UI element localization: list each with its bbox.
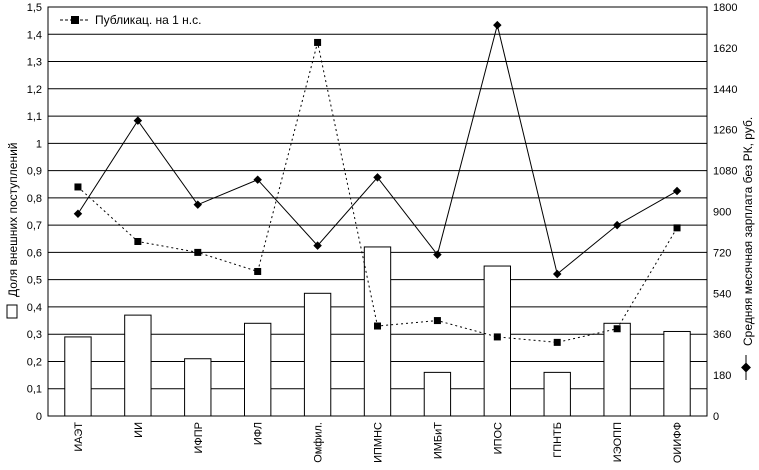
category-label: ИФПР xyxy=(193,422,205,454)
bar xyxy=(184,358,212,417)
salary-point xyxy=(253,175,262,184)
publications-point xyxy=(314,38,322,46)
bar xyxy=(244,322,272,417)
salary-point xyxy=(373,173,382,182)
bar xyxy=(663,330,691,417)
left-tick-label: 0,5 xyxy=(27,275,42,287)
left-tick-label: 1,5 xyxy=(27,2,42,14)
bar-legend-swatch xyxy=(6,304,18,319)
left-axis-title: Доля внешних поступлений xyxy=(6,143,20,297)
category-labels: ИАЭТ ИИ ИФПР ИФЛ Омфил. ИПМНС ИМБиТ ИПОС ГПНТБ ИЭ… xyxy=(73,422,684,463)
salary-point xyxy=(73,209,83,219)
publications-point xyxy=(673,224,681,232)
bar xyxy=(483,265,511,417)
right-tick-label: 1080 xyxy=(713,166,737,178)
line-legend-swatch-marker xyxy=(741,362,751,373)
right-tick-label: 1260 xyxy=(713,125,737,137)
salary-point xyxy=(433,250,442,259)
publications-point xyxy=(74,183,82,191)
left-tick-label: 1 xyxy=(36,138,42,150)
salary-point xyxy=(552,269,562,279)
plot-border xyxy=(47,6,708,417)
bar xyxy=(64,336,92,417)
category-label: ИПОС xyxy=(492,422,504,454)
left-tick-label: 0,3 xyxy=(27,329,42,341)
right-tick-label: 360 xyxy=(713,329,731,341)
right-tick-label: 1800 xyxy=(713,2,737,14)
left-tick-label: 0,9 xyxy=(27,166,42,178)
left-axis-ticks: 0 0,1 0,2 0,3 0,4 0,5 0,6 0,7 0,8 0,9 1 1,1 1,2 1,3 1,… xyxy=(27,2,42,423)
right-axis-title: Средняя месячная зарплата без РК, руб. xyxy=(741,117,755,346)
left-tick-label: 0,6 xyxy=(27,247,42,259)
bar xyxy=(124,314,152,417)
publications-point xyxy=(194,248,202,256)
right-tick-label: 900 xyxy=(713,207,731,219)
category-label: ИЭОПП xyxy=(612,422,624,462)
right-tick-label: 180 xyxy=(713,370,731,382)
left-tick-label: 0 xyxy=(36,411,42,423)
salary-line-series xyxy=(73,20,682,279)
category-label: ИПМНС xyxy=(373,422,385,463)
right-axis-ticks: 0 180 360 540 720 900 1080 1260 1440 1620 1800 xyxy=(713,2,737,423)
publications-point xyxy=(254,267,262,275)
publications-point xyxy=(433,317,441,325)
salary-point xyxy=(672,186,682,196)
right-axis-title-group: Средняя месячная зарплата без РК, руб. xyxy=(741,117,755,380)
right-tick-label: 1440 xyxy=(713,84,737,96)
left-tick-label: 1,1 xyxy=(27,111,42,123)
left-tick-label: 1,2 xyxy=(27,84,42,96)
bar xyxy=(363,246,392,417)
legend-square-marker xyxy=(71,16,79,24)
left-tick-label: 0,8 xyxy=(27,193,42,205)
publications-point xyxy=(493,333,501,341)
category-label: ИФЛ xyxy=(253,422,265,445)
left-tick-label: 1,4 xyxy=(27,29,42,41)
left-tick-label: 1,3 xyxy=(27,57,42,69)
left-tick-label: 0,7 xyxy=(27,220,42,232)
category-label: ОИИФФ xyxy=(672,422,684,463)
salary-point xyxy=(193,200,203,209)
category-label: ИИ xyxy=(133,422,145,438)
bar-series xyxy=(64,246,691,417)
category-label: ГПНТБ xyxy=(552,422,564,458)
right-tick-label: 0 xyxy=(713,411,719,423)
category-label: ИАЭТ xyxy=(73,422,85,452)
left-axis-title-group: Доля внешних поступлений xyxy=(6,143,20,319)
publications-point xyxy=(374,322,381,330)
left-tick-label: 0,4 xyxy=(27,302,42,314)
left-tick-label: 0,1 xyxy=(27,384,42,396)
category-label: ИМБиТ xyxy=(432,422,444,459)
publications-point xyxy=(553,338,561,346)
legend-label: Публикац. на 1 н.с. xyxy=(95,13,201,27)
bar xyxy=(303,292,332,417)
plot-frame xyxy=(47,6,708,417)
publications-point xyxy=(134,237,142,245)
right-tick-label: 720 xyxy=(713,247,731,259)
bar xyxy=(603,322,631,417)
salary-point xyxy=(493,20,502,30)
right-tick-label: 1620 xyxy=(713,43,737,55)
salary-point xyxy=(313,241,322,250)
publications-point xyxy=(613,325,621,333)
bar xyxy=(423,371,452,417)
right-tick-label: 540 xyxy=(713,288,731,300)
legend: Публикац. на 1 н.с. xyxy=(60,13,201,27)
salary-point xyxy=(133,116,143,125)
left-tick-label: 0,2 xyxy=(27,356,42,368)
bar xyxy=(543,371,571,417)
publications-line-series xyxy=(74,38,681,346)
salary-line xyxy=(77,25,678,275)
category-label: Омфил. xyxy=(313,422,325,463)
